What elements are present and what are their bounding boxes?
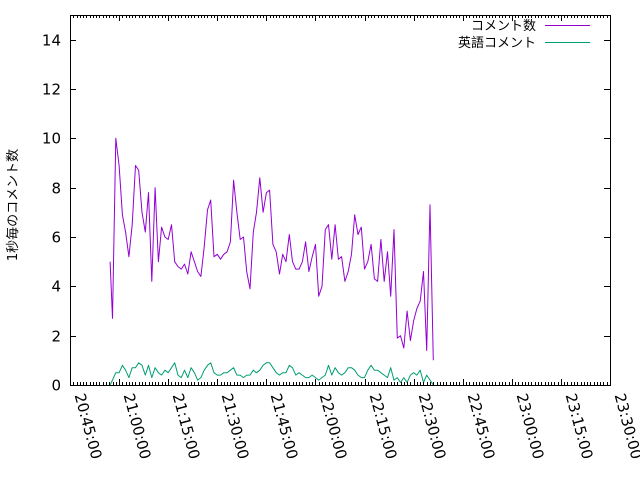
- x-tick-label: 23:00:00: [513, 391, 548, 461]
- x-tick-label: 21:30:00: [218, 391, 253, 461]
- y-axis-title: 1秒毎のコメント数: [5, 149, 21, 261]
- y-axis-ticks: 0 2 4 6 8 10 12 14: [42, 32, 610, 395]
- x-tick-label: 21:15:00: [169, 391, 204, 461]
- series-line-2: [109, 362, 434, 386]
- y-tick-label: 2: [51, 328, 61, 346]
- x-tick-label: 21:45:00: [267, 391, 302, 461]
- x-tick-label: 23:30:00: [611, 391, 640, 461]
- x-axis-ticks: 20:45:00 21:00:00 21:15:00 21:30:00 21:45:00…: [70, 15, 640, 461]
- series-line-1: [109, 137, 434, 361]
- series-layer: [109, 137, 434, 386]
- x-tick-label: 23:15:00: [562, 391, 597, 461]
- legend-label-1: コメント数: [471, 19, 536, 34]
- y-tick-label: 14: [42, 32, 61, 50]
- x-tick-label: 22:00:00: [316, 391, 351, 461]
- x-tick-label: 22:45:00: [464, 391, 499, 461]
- x-tick-label: 22:30:00: [415, 391, 450, 461]
- plot-frame: [70, 15, 611, 386]
- y-tick-label: 8: [51, 180, 61, 198]
- y-tick-label: 10: [42, 130, 61, 148]
- y-tick-label: 12: [42, 81, 61, 99]
- y-tick-label: 6: [51, 229, 61, 247]
- x-tick-label: 20:45:00: [71, 391, 106, 461]
- x-tick-label: 21:00:00: [120, 391, 155, 461]
- x-tick-label: 22:15:00: [366, 391, 401, 461]
- y-tick-label: 0: [51, 377, 61, 395]
- legend-label-2: 英語コメント: [458, 35, 536, 51]
- y-tick-label: 4: [51, 278, 61, 296]
